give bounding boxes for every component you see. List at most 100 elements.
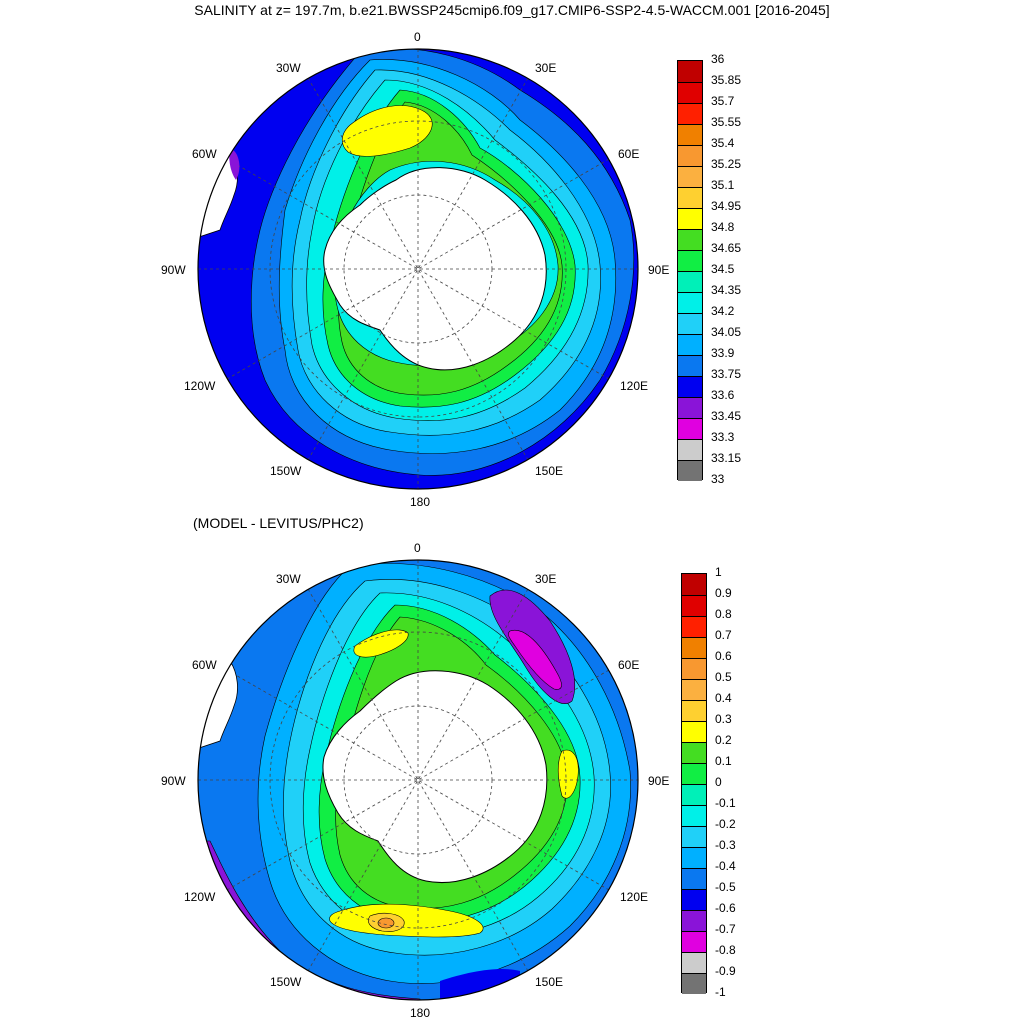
colorbar-tick-label: 35.7 bbox=[711, 94, 735, 108]
colorbar-swatch bbox=[678, 166, 702, 187]
colorbar-swatch bbox=[678, 145, 702, 166]
colorbar-swatch bbox=[682, 700, 706, 721]
colorbar-swatch bbox=[678, 250, 702, 271]
colorbar-swatch bbox=[678, 187, 702, 208]
colorbar-swatch bbox=[678, 313, 702, 334]
colorbar-tick-label: 0.7 bbox=[715, 628, 732, 642]
colorbar-swatch bbox=[678, 271, 702, 292]
colorbar-tick-label: 34.65 bbox=[711, 241, 742, 255]
colorbar-tick-label: 0.6 bbox=[715, 649, 732, 663]
lon-label-90w: 90W bbox=[161, 263, 186, 277]
colorbar-swatch bbox=[678, 61, 702, 82]
colorbar-swatch bbox=[682, 595, 706, 616]
colorbar-swatch bbox=[678, 355, 702, 376]
colorbar-swatch bbox=[682, 826, 706, 847]
band-minus0.8-indian bbox=[508, 629, 562, 690]
colorbar-tick-label: 34.8 bbox=[711, 220, 735, 234]
colorbar-tick-label: 0.5 bbox=[715, 670, 732, 684]
colorbar-swatch bbox=[682, 721, 706, 742]
colorbar-tick-label: 0.4 bbox=[715, 691, 732, 705]
colorbar-boxes bbox=[677, 60, 703, 481]
colorbar-swatch bbox=[682, 658, 706, 679]
colorbar-swatch bbox=[678, 460, 702, 481]
lon-label-60w: 60W bbox=[192, 658, 217, 672]
colorbar-tick-label: 33.3 bbox=[711, 430, 735, 444]
colorbar-tick-label: -0.9 bbox=[715, 964, 736, 978]
colorbar-swatch bbox=[678, 397, 702, 418]
colorbar-tick-label: -0.7 bbox=[715, 922, 736, 936]
colorbar-swatch bbox=[678, 376, 702, 397]
band-0.3-southern bbox=[329, 903, 484, 938]
colorbar-tick-label: 35.85 bbox=[711, 73, 742, 87]
lon-label-90w: 90W bbox=[161, 774, 186, 788]
colorbar-swatch bbox=[678, 334, 702, 355]
colorbar-tick-label: 33.45 bbox=[711, 409, 742, 423]
colorbar-swatch bbox=[682, 910, 706, 931]
colorbar-swatch bbox=[678, 418, 702, 439]
colorbar-tick-label: 33 bbox=[711, 472, 725, 486]
colorbar-tick-label: 34.2 bbox=[711, 304, 735, 318]
colorbar-tick-label: 35.55 bbox=[711, 115, 742, 129]
colorbar-swatch bbox=[678, 208, 702, 229]
antarctica-landmass bbox=[322, 670, 548, 884]
colorbar-tick-label: 35.4 bbox=[711, 136, 735, 150]
colorbar-tick-label: 0 bbox=[715, 775, 722, 789]
colorbar-tick-label: 34.5 bbox=[711, 262, 735, 276]
colorbar-tick-label: -0.8 bbox=[715, 943, 736, 957]
colorbar-swatch bbox=[678, 124, 702, 145]
colorbar-tick-label: 33.75 bbox=[711, 367, 742, 381]
colorbar-tick-label: 34.95 bbox=[711, 199, 742, 213]
salinity-map-panel: 0 30E 30W 60E 60W 90E 90W 120E 120W 150E… bbox=[161, 30, 669, 509]
lon-label-150w: 150W bbox=[270, 975, 302, 989]
lon-label-30e: 30E bbox=[535, 61, 557, 75]
colorbar-tick-label: -0.3 bbox=[715, 838, 736, 852]
colorbar-tick-label: 0.2 bbox=[715, 733, 732, 747]
colorbar-tick-label: -0.1 bbox=[715, 796, 736, 810]
colorbar-swatch bbox=[678, 229, 702, 250]
colorbar-tick-label: 33.6 bbox=[711, 388, 735, 402]
colorbar-tick-label: 35.1 bbox=[711, 178, 735, 192]
coastal-fresh-patch bbox=[229, 148, 240, 180]
lon-label-30e: 30E bbox=[535, 572, 557, 586]
colorbar-tick-label: 36 bbox=[711, 52, 725, 66]
lon-label-180: 180 bbox=[410, 1006, 431, 1020]
colorbar-tick-label: -0.6 bbox=[715, 901, 736, 915]
band-0.3-indian bbox=[557, 749, 579, 799]
colorbar-swatch bbox=[682, 679, 706, 700]
colorbar-swatch bbox=[682, 805, 706, 826]
colorbar-swatch bbox=[682, 763, 706, 784]
colorbar-swatch bbox=[682, 931, 706, 952]
difference-polar-map bbox=[197, 559, 639, 1001]
colorbar-boxes bbox=[681, 573, 707, 994]
lon-label-90e: 90E bbox=[648, 263, 670, 277]
lon-label-30w: 30W bbox=[276, 572, 301, 586]
colorbar-swatch bbox=[682, 973, 706, 994]
difference-map-panel: 0 30E 30W 60E 60W 90E 90W 120E 120W 150E… bbox=[161, 541, 669, 1020]
colorbar-tick-label: -1 bbox=[715, 985, 726, 999]
colorbar-swatch bbox=[682, 742, 706, 763]
lon-label-150e: 150E bbox=[535, 975, 564, 989]
lon-label-120e: 120E bbox=[620, 890, 649, 904]
lon-label-150e: 150E bbox=[535, 464, 564, 478]
lon-label-30w: 30W bbox=[276, 61, 301, 75]
colorbar-swatch bbox=[678, 292, 702, 313]
colorbar-tick-label: -0.2 bbox=[715, 817, 736, 831]
lon-label-0: 0 bbox=[414, 30, 421, 44]
lon-label-90e: 90E bbox=[648, 774, 670, 788]
lon-label-60e: 60E bbox=[618, 147, 640, 161]
colorbar-tick-label: 1 bbox=[715, 565, 722, 579]
colorbar-swatch bbox=[682, 616, 706, 637]
lon-label-120w: 120W bbox=[184, 890, 216, 904]
plot-title: SALINITY at z= 197.7m, b.e21.BWSSP245cmi… bbox=[194, 2, 830, 18]
colorbar-tick-label: 0.3 bbox=[715, 712, 732, 726]
colorbar-swatch bbox=[682, 784, 706, 805]
salinity-polar-map bbox=[197, 48, 639, 490]
lon-label-60w: 60W bbox=[192, 147, 217, 161]
band-minus0.6-edge bbox=[440, 969, 520, 1000]
map-boundary-circle bbox=[197, 48, 639, 490]
salinity-colorbar: 36 35.85 35.7 35.55 35.4 35.25 35.1 34.95 34.8 34… bbox=[677, 52, 797, 492]
colorbar-tick-label: 35.25 bbox=[711, 157, 742, 171]
lon-label-150w: 150W bbox=[270, 464, 302, 478]
colorbar-tick-label: 33.9 bbox=[711, 346, 735, 360]
colorbar-swatch bbox=[682, 952, 706, 973]
